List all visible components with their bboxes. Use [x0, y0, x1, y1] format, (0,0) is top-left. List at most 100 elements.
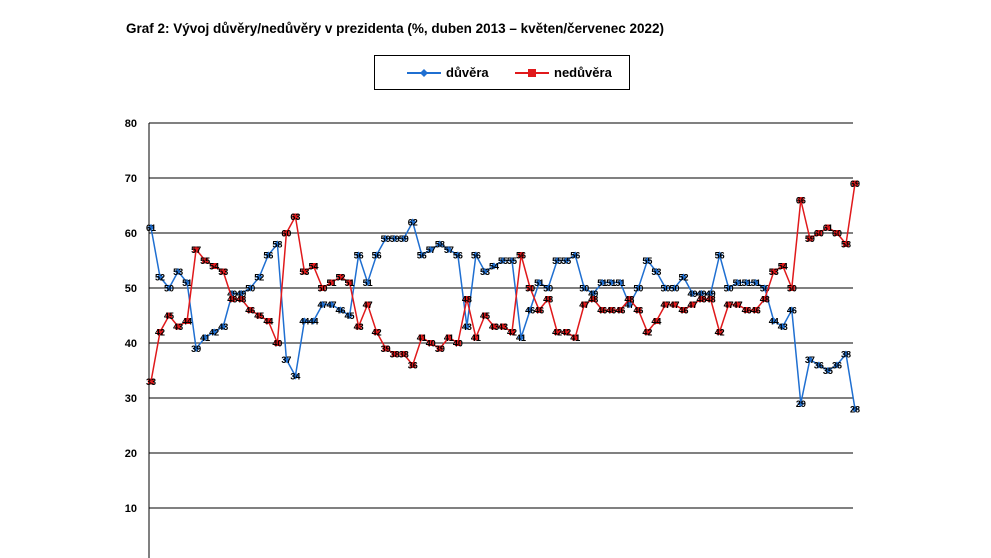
series-1-point — [166, 312, 173, 319]
series-0-point — [824, 367, 832, 374]
series-0-point — [255, 273, 263, 281]
series-1-data-label: 48 — [624, 295, 634, 305]
series-0-data-label: 49 — [227, 289, 237, 299]
series-0-data-label: 39 — [191, 344, 201, 354]
series-1-data-label: 56 — [516, 251, 526, 261]
series-0-point — [707, 290, 715, 297]
series-1-point — [454, 340, 461, 346]
series-1-point — [518, 252, 525, 258]
series-1-data-label: 41 — [471, 333, 481, 343]
series-1-point — [400, 351, 407, 357]
series-1-data-label: 45 — [254, 311, 264, 321]
series-0-point — [183, 279, 191, 286]
series-0-point — [689, 290, 697, 297]
series-0-point — [815, 361, 823, 369]
series-1-data-label: 48 — [462, 295, 472, 305]
series-1-data-label: 63 — [290, 212, 300, 222]
y-tick-label-60: 60 — [125, 228, 137, 240]
series-0-data-label: 28 — [850, 405, 860, 415]
series-0-data-label: 46 — [525, 306, 535, 316]
series-0-data-label: 50 — [633, 284, 643, 294]
series-1-data-label: 40 — [426, 339, 436, 349]
series-1-point — [283, 230, 290, 236]
series-1-point — [202, 257, 209, 264]
series-1-data-label: 50 — [317, 284, 327, 294]
series-0-point — [725, 284, 733, 292]
series-1-data-label: 60 — [814, 229, 824, 239]
series-1-data-label: 46 — [597, 306, 607, 316]
series-0-data-label: 50 — [245, 284, 255, 294]
series-1-point — [229, 296, 236, 302]
series-0-point — [779, 323, 787, 330]
series-0-data-label: 56 — [354, 251, 364, 261]
series-0-point — [282, 356, 290, 363]
series-1-point — [148, 378, 154, 385]
series-0-point — [833, 361, 841, 369]
series-1-point — [301, 268, 308, 275]
series-0-point — [571, 251, 579, 259]
series-1-point — [563, 329, 570, 335]
series-1-point — [427, 340, 434, 346]
series-1-point — [635, 307, 642, 313]
series-1-data-label: 55 — [200, 256, 210, 266]
series-1-data-label: 58 — [841, 240, 851, 250]
series-1-data-label: 39 — [381, 344, 391, 354]
y-tick-label-20: 20 — [125, 448, 137, 460]
series-0-data-label: 50 — [660, 284, 670, 294]
series-1-point — [752, 307, 759, 313]
series-0-data-label: 47 — [624, 300, 634, 310]
series-0-point — [580, 284, 588, 292]
series-0-point — [797, 400, 805, 407]
series-1-data-label: 57 — [191, 245, 201, 255]
y-tick-label-10: 10 — [125, 503, 137, 515]
series-0-data-label: 46 — [787, 306, 797, 316]
series-1-point — [716, 329, 723, 335]
series-0-data-label: 46 — [336, 306, 346, 316]
series-0-point — [616, 279, 624, 286]
series-1-point — [509, 329, 516, 335]
series-0-data-label: 62 — [408, 218, 418, 228]
series-1-data-label: 48 — [697, 295, 707, 305]
series-0-data-label: 56 — [471, 251, 481, 261]
series-1-data-label: 46 — [751, 306, 761, 316]
series-1-data-label: 40 — [453, 339, 463, 349]
series-1-data-label: 60 — [281, 229, 291, 239]
series-1-data-label: 46 — [633, 306, 643, 316]
series-0-point — [273, 240, 281, 248]
series-1-point — [337, 274, 344, 280]
series-0-point — [851, 405, 859, 413]
series-1-point — [698, 296, 705, 302]
series-0-point — [373, 251, 381, 259]
series-1-data-label: 46 — [742, 306, 752, 316]
series-1-point — [707, 296, 714, 302]
series-0-point — [652, 268, 660, 275]
series-1-data-label: 45 — [164, 311, 174, 321]
series-0-data-label: 49 — [688, 289, 698, 299]
series-1-point — [527, 285, 534, 291]
series-1-point — [265, 318, 272, 324]
series-0-data-label: 44 — [769, 317, 779, 327]
series-0-data-label: 52 — [254, 273, 264, 283]
series-0-data-label: 58 — [435, 240, 445, 250]
series-1-data-label: 42 — [715, 328, 725, 338]
series-0-data-label: 43 — [778, 322, 788, 332]
series-1-point — [310, 263, 317, 269]
legend-line-neduvera-icon — [515, 68, 549, 77]
series-1-data-label: 41 — [417, 333, 427, 343]
series-1-point — [391, 351, 398, 357]
series-1-data-label: 40 — [272, 339, 282, 349]
series-0-point — [427, 246, 435, 253]
series-0-point — [842, 350, 850, 358]
series-0-data-label: 56 — [453, 251, 463, 261]
series-0-point — [472, 251, 480, 259]
series-0-point — [761, 284, 769, 292]
series-1-data-label: 53 — [769, 267, 779, 277]
series-0-data-label: 36 — [814, 361, 824, 371]
series-0-point — [355, 251, 363, 259]
series-1-data-label: 44 — [651, 317, 661, 327]
series-1-data-label: 43 — [173, 322, 183, 332]
series-1-data-label: 44 — [182, 317, 192, 327]
series-0-data-label: 35 — [823, 366, 833, 376]
series-1-data-label: 46 — [606, 306, 616, 316]
